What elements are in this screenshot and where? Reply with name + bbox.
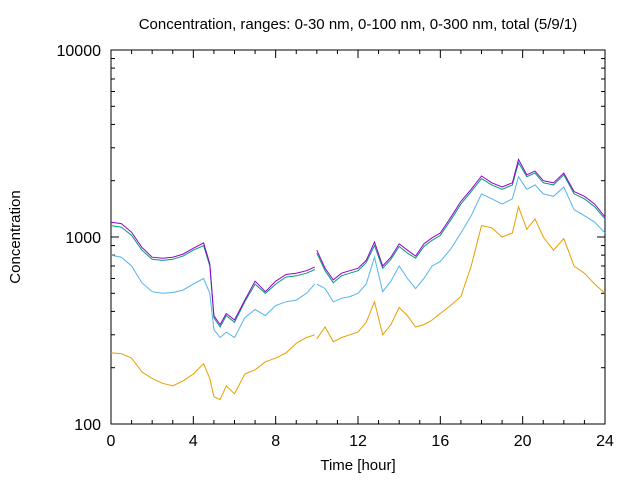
series-line-3: [110, 161, 606, 328]
x-tick-label: 4: [189, 433, 198, 450]
x-axis: 0 4 8 12 16 20 24: [107, 50, 614, 450]
x-tick-label: 20: [514, 433, 532, 450]
y-tick-label: 10000: [57, 43, 102, 60]
x-tick-label: 24: [596, 433, 614, 450]
x-tick-label: 0: [107, 433, 116, 450]
y-axis: 100 1000 10000: [57, 43, 605, 434]
x-axis-label: Time [hour]: [320, 457, 395, 474]
x-tick-label: 8: [271, 433, 280, 450]
series-layer: [110, 158, 606, 401]
plot-frame: [110, 49, 606, 425]
y-tick-label: 100: [74, 417, 101, 434]
series-line-4: [110, 158, 606, 326]
series-line-1: [110, 205, 606, 401]
y-tick-label: 1000: [65, 230, 101, 247]
series-line-2: [110, 175, 606, 339]
x-tick-label: 12: [349, 433, 367, 450]
x-tick-label: 16: [431, 433, 449, 450]
y-axis-label: Concentration: [7, 190, 24, 283]
chart-title: Concentration, ranges: 0-30 nm, 0-100 nm…: [139, 16, 578, 33]
